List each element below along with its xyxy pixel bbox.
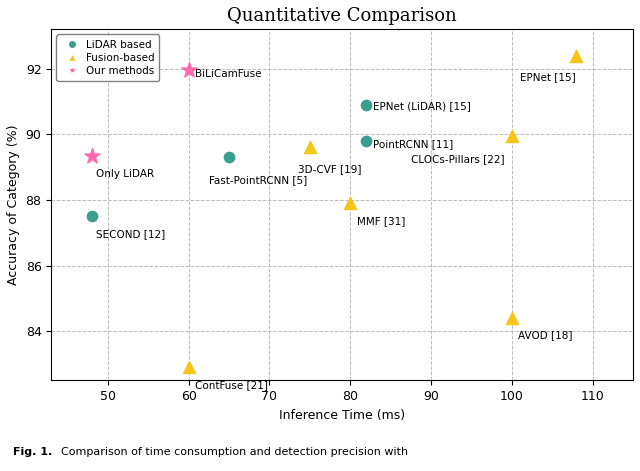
Text: EPNet (LiDAR) [15]: EPNet (LiDAR) [15]: [373, 101, 471, 112]
Point: [224, 154, 234, 161]
Title: Quantitative Comparison: Quantitative Comparison: [227, 7, 457, 25]
Text: Only LiDAR: Only LiDAR: [95, 170, 154, 179]
Text: PointRCNN [11]: PointRCNN [11]: [373, 139, 453, 149]
Text: 3D-CVF [19]: 3D-CVF [19]: [298, 164, 361, 174]
Point: [345, 199, 355, 207]
Point: [361, 101, 371, 108]
Point: [184, 364, 194, 371]
Legend: LiDAR based, Fusion-based, Our methods: LiDAR based, Fusion-based, Our methods: [56, 34, 159, 81]
Text: Fig. 1.: Fig. 1.: [13, 447, 52, 457]
X-axis label: Inference Time (ms): Inference Time (ms): [279, 409, 405, 422]
Text: Comparison of time consumption and detection precision with: Comparison of time consumption and detec…: [61, 447, 408, 457]
Point: [361, 137, 371, 145]
Text: EPNet [15]: EPNet [15]: [520, 73, 575, 82]
Text: ContFuse [21]: ContFuse [21]: [195, 380, 268, 390]
Point: [507, 132, 517, 140]
Point: [572, 52, 582, 59]
Point: [507, 314, 517, 322]
Point: [305, 144, 315, 151]
Text: CLOCs-Pillars [22]: CLOCs-Pillars [22]: [411, 154, 504, 164]
Point: [86, 212, 97, 220]
Text: MMF [31]: MMF [31]: [356, 216, 405, 226]
Y-axis label: Accuracy of Category (%): Accuracy of Category (%): [7, 125, 20, 285]
Text: Fast-PointRCNN [5]: Fast-PointRCNN [5]: [209, 175, 307, 185]
Point: [86, 152, 97, 159]
Text: AVOD [18]: AVOD [18]: [518, 331, 573, 341]
Text: BiLiCamFuse: BiLiCamFuse: [195, 69, 262, 79]
Point: [184, 66, 194, 74]
Text: SECOND [12]: SECOND [12]: [95, 229, 165, 239]
